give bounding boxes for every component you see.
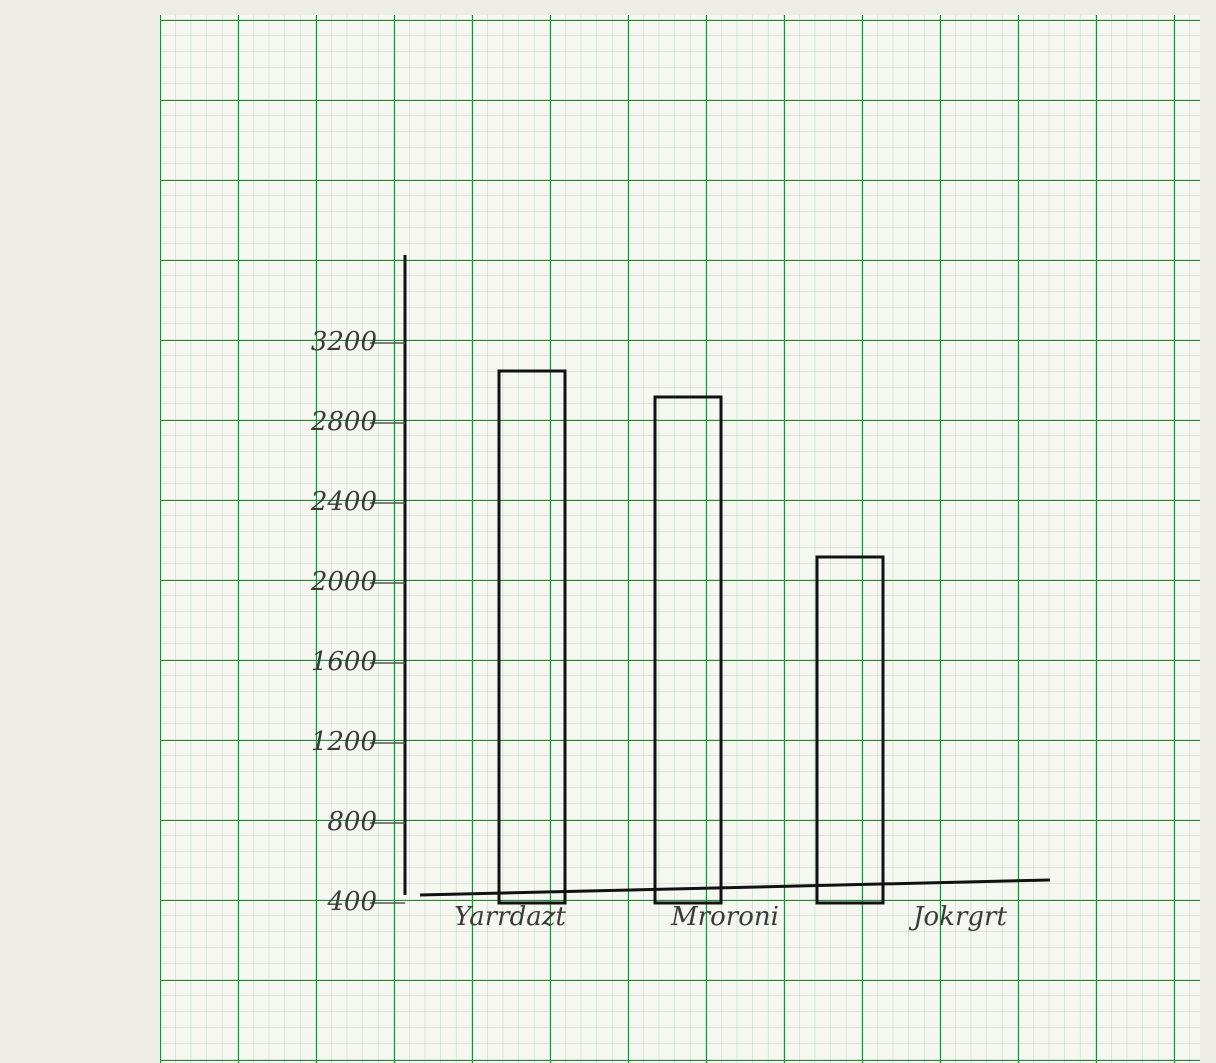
x-tick-label: Jokrgrt bbox=[908, 902, 1007, 932]
x-tick-label: Mroroni bbox=[670, 902, 779, 932]
y-tick-label: 800 bbox=[327, 807, 377, 837]
y-tick-label: 1200 bbox=[311, 727, 377, 757]
y-tick-label: 2000 bbox=[310, 567, 377, 597]
bar bbox=[653, 395, 723, 905]
y-tick-label: 3200 bbox=[311, 327, 377, 357]
bar bbox=[815, 555, 885, 905]
x-tick-label: Yarrdazt bbox=[454, 902, 566, 932]
plot-area: 400 800 1200 1600 2000 2400 2800 3200 Yarrdazt Mr… bbox=[310, 255, 1051, 932]
bar bbox=[497, 369, 567, 905]
y-tick-label: 400 bbox=[326, 887, 377, 917]
x-axis bbox=[419, 878, 1051, 897]
y-tick-label: 2800 bbox=[310, 407, 377, 437]
y-tick-label: 1600 bbox=[311, 647, 377, 677]
y-tick-label: 2400 bbox=[310, 487, 377, 517]
